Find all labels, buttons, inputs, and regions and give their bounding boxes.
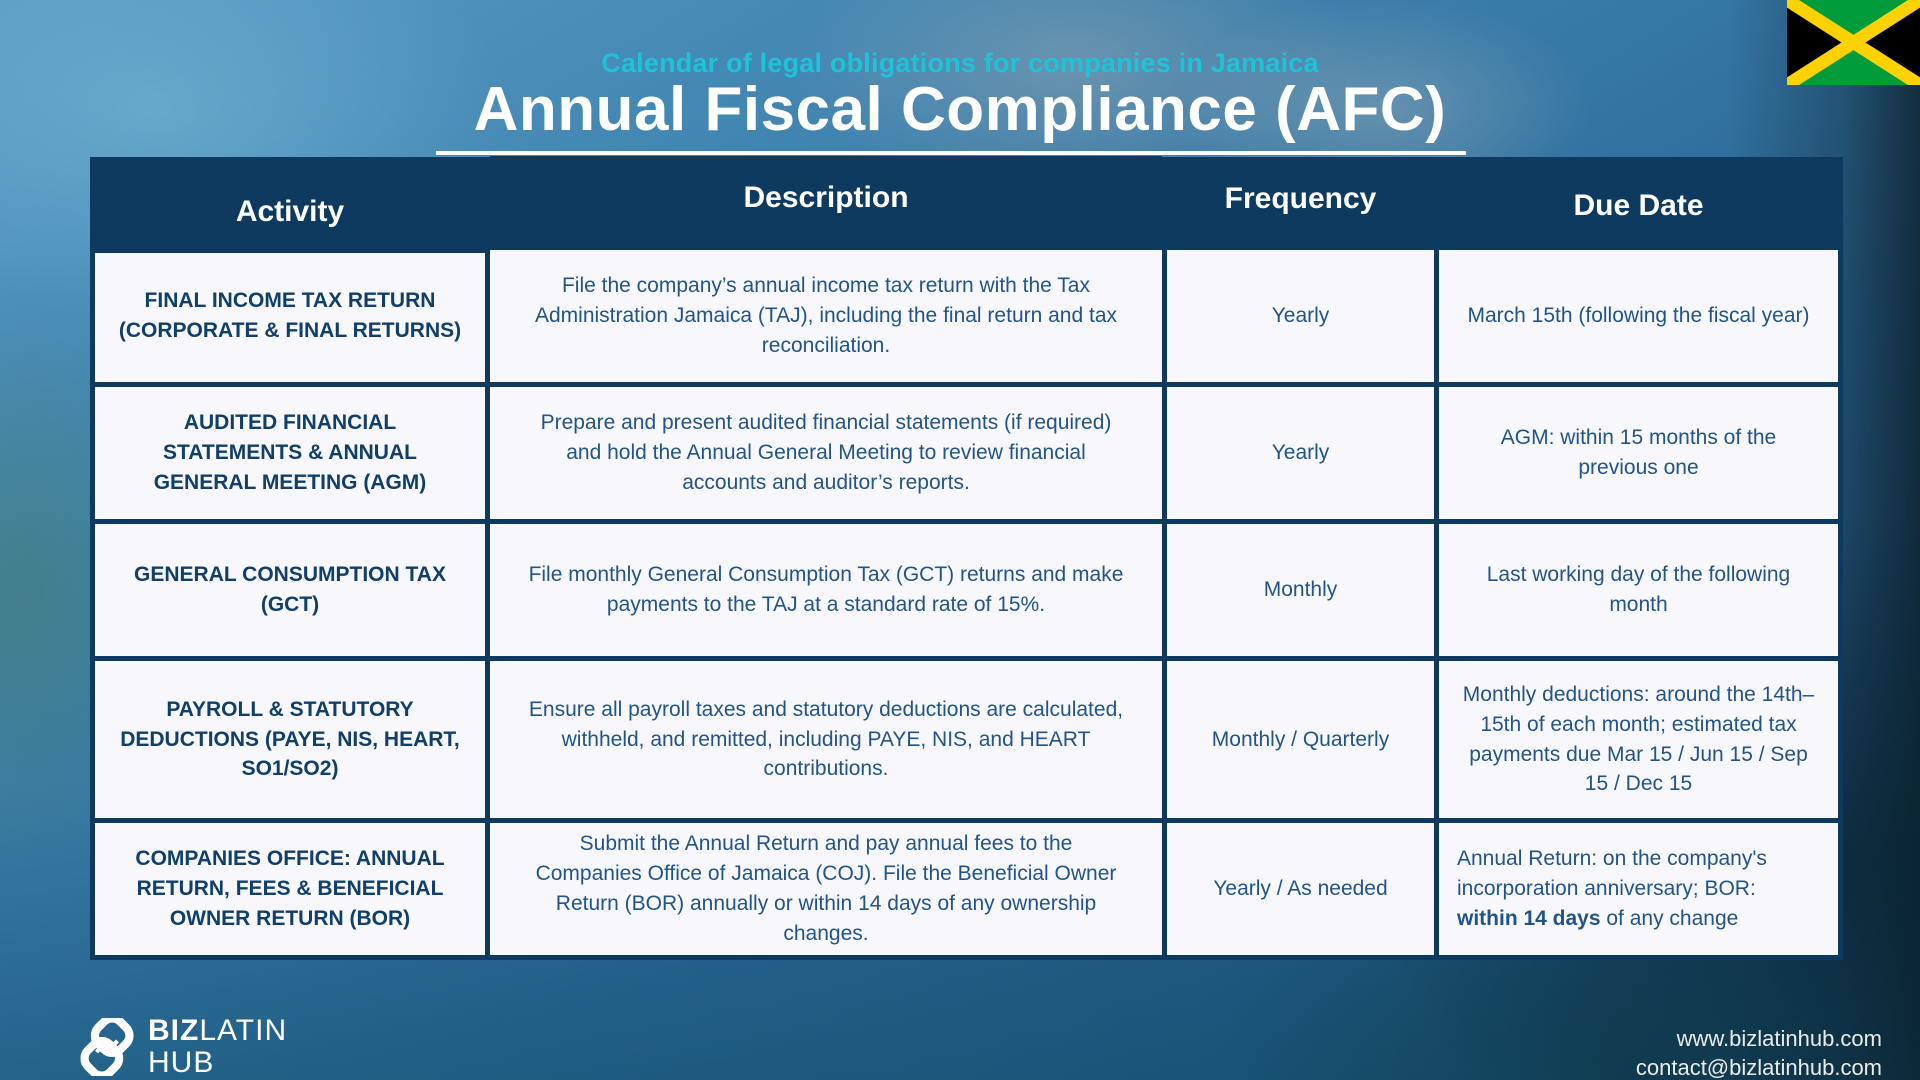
column-header-activity: Activity bbox=[95, 170, 485, 253]
due-date-text: Annual Return: on the company's incorpor… bbox=[1457, 847, 1767, 901]
column-header-due-date: Due Date bbox=[1439, 164, 1838, 247]
website-text: www.bizlatinhub.com bbox=[1676, 1026, 1882, 1051]
title-underline bbox=[436, 151, 1466, 155]
table-row-description: Ensure all payroll taxes and statutory d… bbox=[490, 661, 1162, 818]
logo-biz: BIZ bbox=[148, 1014, 200, 1047]
compliance-table: Activity Description Frequency Due Date … bbox=[90, 156, 1843, 960]
bizlatin-logo-icon bbox=[80, 1018, 134, 1076]
table-row-description: File monthly General Consumption Tax (GC… bbox=[490, 524, 1162, 656]
table-row-activity: PAYROLL & STATUTORY DEDUCTIONS (PAYE, NI… bbox=[95, 661, 485, 818]
table-row-description: Prepare and present audited financial st… bbox=[490, 387, 1162, 519]
table-row-due-date: AGM: within 15 months of the previous on… bbox=[1439, 387, 1838, 519]
column-header-description: Description bbox=[490, 156, 1162, 239]
due-date-text: of any change bbox=[1600, 906, 1739, 930]
table-row-activity: AUDITED FINANCIAL STATEMENTS & ANNUAL GE… bbox=[95, 387, 485, 519]
table-row-frequency: Monthly / Quarterly bbox=[1167, 661, 1434, 818]
table-row-activity: FINAL INCOME TAX RETURN (CORPORATE & FIN… bbox=[95, 250, 485, 382]
table-row-due-date: Annual Return: on the company's incorpor… bbox=[1439, 823, 1838, 955]
table-row-description: File the company’s annual income tax ret… bbox=[490, 250, 1162, 382]
jamaica-flag-icon bbox=[1787, 0, 1920, 85]
table-row-frequency: Yearly / As needed bbox=[1167, 823, 1434, 955]
logo-latin: LATIN bbox=[199, 1014, 288, 1047]
logo-hub: HUB bbox=[148, 1046, 215, 1079]
contact-info: www.bizlatinhub.com contact@bizlatinhub.… bbox=[1636, 1024, 1882, 1080]
table-row-frequency: Monthly bbox=[1167, 524, 1434, 656]
table-row-frequency: Yearly bbox=[1167, 250, 1434, 382]
logo-text: BIZLATIN HUB bbox=[148, 1016, 287, 1078]
bizlatin-hub-logo: BIZLATIN HUB bbox=[78, 1016, 287, 1078]
table-row-due-date: Last working day of the following month bbox=[1439, 524, 1838, 656]
table-row-activity: GENERAL CONSUMPTION TAX (GCT) bbox=[95, 524, 485, 656]
table-row-frequency: Yearly bbox=[1167, 387, 1434, 519]
table-row-due-date: March 15th (following the fiscal year) bbox=[1439, 250, 1838, 382]
due-date-bold-text: within 14 days bbox=[1457, 906, 1601, 930]
table-row-description: Submit the Annual Return and pay annual … bbox=[490, 823, 1162, 955]
page-title: Annual Fiscal Compliance (AFC) bbox=[473, 75, 1447, 144]
table-row-due-date: Monthly deductions: around the 14th–15th… bbox=[1439, 661, 1838, 818]
email-text: contact@bizlatinhub.com bbox=[1635, 1055, 1882, 1080]
table-row-activity: COMPANIES OFFICE: ANNUAL RETURN, FEES & … bbox=[95, 823, 485, 955]
column-header-frequency: Frequency bbox=[1167, 157, 1434, 240]
page-subtitle: Calendar of legal obligations for compan… bbox=[601, 48, 1319, 78]
